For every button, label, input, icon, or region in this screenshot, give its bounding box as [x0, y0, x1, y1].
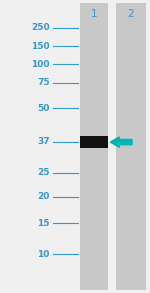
Bar — [116, 3, 146, 290]
Text: 2: 2 — [127, 9, 134, 19]
Text: 1: 1 — [90, 9, 97, 19]
Text: 10: 10 — [37, 250, 50, 259]
Text: 50: 50 — [37, 104, 50, 113]
Text: 37: 37 — [37, 137, 50, 146]
FancyArrow shape — [110, 137, 132, 147]
Text: 150: 150 — [31, 42, 50, 51]
Bar — [80, 3, 108, 290]
Bar — [80, 136, 108, 148]
Text: 20: 20 — [37, 193, 50, 201]
Text: 250: 250 — [31, 23, 50, 32]
Text: 15: 15 — [37, 219, 50, 228]
Text: 75: 75 — [37, 78, 50, 87]
Text: 100: 100 — [31, 60, 50, 69]
Text: 25: 25 — [37, 168, 50, 177]
